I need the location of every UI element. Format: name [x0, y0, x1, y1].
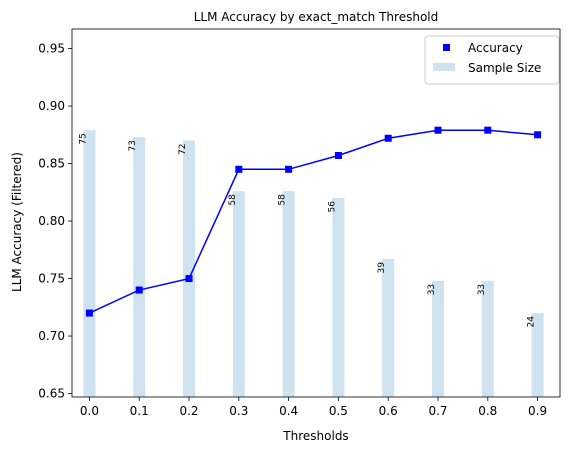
x-tick-label: 0.0	[80, 404, 99, 418]
bar-value-label: 39	[377, 262, 387, 274]
sample-size-bar	[531, 313, 544, 397]
sample-size-bar	[133, 137, 146, 397]
accuracy-marker	[484, 126, 492, 134]
legend-box	[424, 35, 560, 85]
x-tick-label: 0.1	[130, 404, 149, 418]
plot-frame	[71, 28, 561, 398]
y-tick-label: 0.75	[38, 272, 65, 286]
sample-size-bar	[83, 130, 96, 397]
x-tick-label: 0.9	[528, 404, 547, 418]
accuracy-series	[85, 126, 542, 317]
bar-value-label: 56	[327, 201, 337, 213]
x-tick-label: 0.6	[379, 404, 398, 418]
x-tick-label: 0.4	[279, 404, 298, 418]
chart-title: LLM Accuracy by exact_match Threshold	[194, 10, 439, 24]
legend: Accuracy Sample Size	[424, 35, 560, 85]
sample-size-bar	[481, 280, 494, 397]
legend-sample-size-swatch	[433, 63, 455, 71]
accuracy-marker	[534, 131, 542, 139]
y-tick-label: 0.80	[38, 214, 65, 228]
x-tick-label: 0.2	[179, 404, 198, 418]
accuracy-marker	[185, 275, 193, 283]
x-tick-label: 0.5	[329, 404, 348, 418]
y-tick-label: 0.70	[38, 329, 65, 343]
sample-size-bar-labels: 75 73 72 58 58 56 39 33 33 24	[78, 133, 536, 327]
y-tick-label: 0.65	[38, 387, 65, 401]
axes: 0.0 0.1 0.2 0.3 0.4 0.5 0.6 0.7 0.8 0.9 0.65 0.70 0.…	[38, 28, 561, 418]
accuracy-marker	[235, 165, 243, 173]
x-tick-label: 0.7	[428, 404, 447, 418]
y-axis-title: LLM Accuracy (Filtered)	[10, 152, 24, 292]
bar-value-label: 73	[128, 140, 138, 151]
accuracy-marker	[285, 165, 293, 173]
legend-sample-size-label: Sample Size	[468, 61, 541, 75]
accuracy-marker	[85, 309, 93, 317]
accuracy-marker	[334, 152, 342, 159]
accuracy-marker	[384, 134, 392, 142]
accuracy-marker	[135, 286, 143, 294]
accuracy-marker	[434, 126, 442, 134]
sample-size-bar	[282, 191, 295, 397]
y-tick-label: 0.95	[38, 42, 65, 56]
sample-size-bar	[232, 191, 245, 397]
sample-size-bar	[382, 259, 395, 397]
y-tick-label: 0.90	[38, 99, 65, 113]
sample-size-bar	[332, 198, 345, 397]
legend-accuracy-label: Accuracy	[468, 41, 523, 55]
sample-size-bars	[83, 130, 544, 398]
sample-size-bar	[183, 140, 196, 398]
sample-size-bar	[432, 280, 444, 397]
x-axis-title: Thresholds	[282, 429, 348, 443]
bar-value-label: 33	[427, 284, 437, 295]
bar-value-label: 72	[178, 144, 188, 155]
bar-value-label: 58	[228, 194, 238, 206]
bar-value-label: 33	[477, 284, 487, 295]
x-tick-label: 0.8	[478, 404, 497, 418]
bar-value-label: 75	[78, 133, 88, 144]
bar-value-label: 58	[278, 194, 288, 206]
bar-value-label: 24	[527, 316, 537, 328]
legend-accuracy-marker	[443, 44, 450, 51]
y-tick-label: 0.85	[38, 157, 65, 171]
x-tick-label: 0.3	[229, 404, 248, 418]
accuracy-line	[89, 129, 538, 314]
